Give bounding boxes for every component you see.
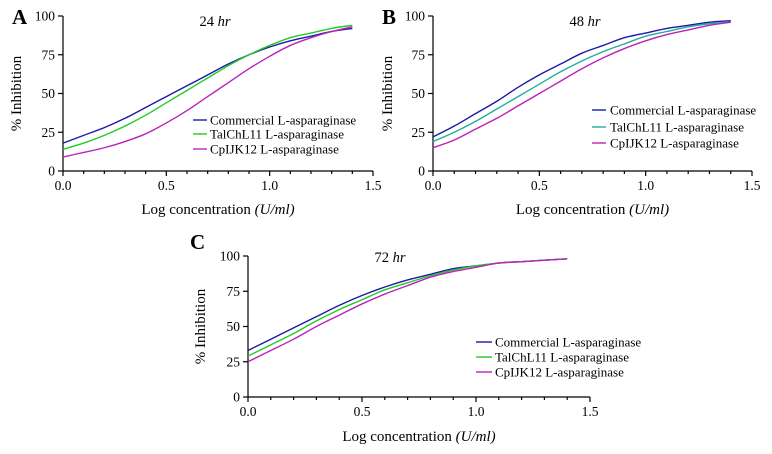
panel-b-x-tick-label: 0.5 <box>531 178 548 193</box>
panel-b-y-tick-label: 75 <box>412 47 426 62</box>
panel-c-x-axis-title: Log concentration (U/ml) <box>342 429 495 445</box>
panel-a-x-tick-label: 1.0 <box>261 178 278 193</box>
panel-b-y-tick-label: 25 <box>412 125 426 140</box>
panel-a-x-tick-label: 0.0 <box>55 178 72 193</box>
panel-c-title: 72 hr <box>374 250 405 266</box>
panel-c-title-unit: hr <box>393 250 406 266</box>
panel-c-series <box>247 258 568 363</box>
panel-a-series-line <box>62 24 353 150</box>
panel-b-y-axis-title: % Inhibition <box>380 55 396 131</box>
panel-b-legend: Commercial L-asparaginase TalChL11 L-aspa… <box>592 103 756 151</box>
panel-b-x-tick-label: 1.0 <box>637 178 654 193</box>
panel-b-y-tick-label: 100 <box>405 9 426 24</box>
panel-c-x-axis-title-text: Log concentration <box>342 429 455 445</box>
panel-c-title-value: 72 <box>374 250 392 266</box>
panel-b-x-axis-title: Log concentration (U/ml) <box>516 202 669 218</box>
panel-b-title-unit: hr <box>588 14 601 30</box>
panel-a-y-tick-label: 0 <box>48 164 55 179</box>
panel-a-legend-label: TalChL11 L-asparaginase <box>210 127 344 142</box>
panel-a-x-axis-title-text: Log concentration <box>141 202 254 218</box>
panel-c-y-tick-label: 100 <box>220 249 241 264</box>
panel-c-legend-label: TalChL11 L-asparaginase <box>495 350 629 365</box>
panel-a-y-axis-title: % Inhibition <box>9 55 25 131</box>
panel-a-y-tick-label: 25 <box>42 125 56 140</box>
panel-a-letter: A <box>12 5 28 29</box>
panel-a-series <box>62 24 353 158</box>
panel-b-x-axis-title-text: Log concentration <box>516 202 629 218</box>
panel-a-x-tick-label: 0.5 <box>158 178 175 193</box>
panel-b-x-tick-label: 1.5 <box>744 178 761 193</box>
panel-c-x-tick-label: 1.0 <box>468 404 485 419</box>
panel-c-y-tick-label: 50 <box>227 319 241 334</box>
panel-c-x-tick-label: 1.5 <box>582 404 599 419</box>
figure-panels: A 24 hr 0.0 0.5 1.0 1.5 0 25 50 75 100 Log concentr… <box>9 5 761 445</box>
panel-b-letter: B <box>382 5 396 29</box>
panel-c: C 72 hr 0.0 0.5 1.0 1.5 0 25 50 75 100 Log concentr… <box>190 230 641 445</box>
panel-b-title: 48 hr <box>569 14 600 30</box>
panel-b-y-tick-label: 50 <box>412 86 426 101</box>
panel-b-legend-label: Commercial L-asparaginase <box>610 103 756 118</box>
panel-b-x-tick-label: 0.0 <box>425 178 442 193</box>
panel-b: B 48 hr 0.0 0.5 1.0 1.5 0 25 50 75 100 Log concentr… <box>380 5 761 218</box>
panel-a-x-axis-title: Log concentration (U/ml) <box>141 202 294 218</box>
panel-c-series-line <box>247 258 568 363</box>
panel-a: A 24 hr 0.0 0.5 1.0 1.5 0 25 50 75 100 Log concentr… <box>9 5 382 218</box>
panel-b-legend-label: CpIJK12 L-asparaginase <box>610 136 739 151</box>
panel-b-series <box>432 19 731 149</box>
panel-a-legend-label: Commercial L-asparaginase <box>210 113 356 128</box>
panel-a-title: 24 hr <box>199 14 230 30</box>
panel-a-y-tick-label: 50 <box>42 86 56 101</box>
panel-c-legend-label: CpIJK12 L-asparaginase <box>495 365 624 380</box>
panel-c-y-tick-label: 75 <box>227 284 241 299</box>
panel-a-y-tick-label: 75 <box>42 47 56 62</box>
panel-b-legend-label: TalChL11 L-asparaginase <box>610 120 744 135</box>
panel-c-y-axis-title: % Inhibition <box>193 288 209 364</box>
panel-b-x-axis-title-unit: (U/ml) <box>629 202 669 218</box>
panel-a-y-tick-label: 100 <box>35 9 56 24</box>
panel-c-legend-label: Commercial L-asparaginase <box>495 335 641 350</box>
panel-a-series-line <box>62 26 353 158</box>
panel-a-series-line <box>62 27 353 144</box>
panel-a-legend-label: CpIJK12 L-asparaginase <box>210 142 339 157</box>
panel-c-y-tick-label: 25 <box>227 354 241 369</box>
panel-b-series-line <box>432 21 731 143</box>
panel-b-title-value: 48 <box>569 14 587 30</box>
panel-c-y-tick-label: 0 <box>233 390 240 405</box>
panel-c-x-axis-title-unit: (U/ml) <box>456 429 496 445</box>
panel-b-series-line <box>432 21 731 149</box>
panel-a-x-axis-title-unit: (U/ml) <box>255 202 295 218</box>
panel-a-title-value: 24 <box>199 14 217 30</box>
panel-a-title-unit: hr <box>218 14 231 30</box>
panel-c-x-tick-label: 0.0 <box>240 404 257 419</box>
panel-b-series-line <box>432 19 731 138</box>
panel-a-x-tick-label: 1.5 <box>365 178 382 193</box>
panel-c-x-tick-label: 0.5 <box>354 404 371 419</box>
panel-c-letter: C <box>190 230 205 254</box>
panel-b-y-tick-label: 0 <box>418 164 425 179</box>
